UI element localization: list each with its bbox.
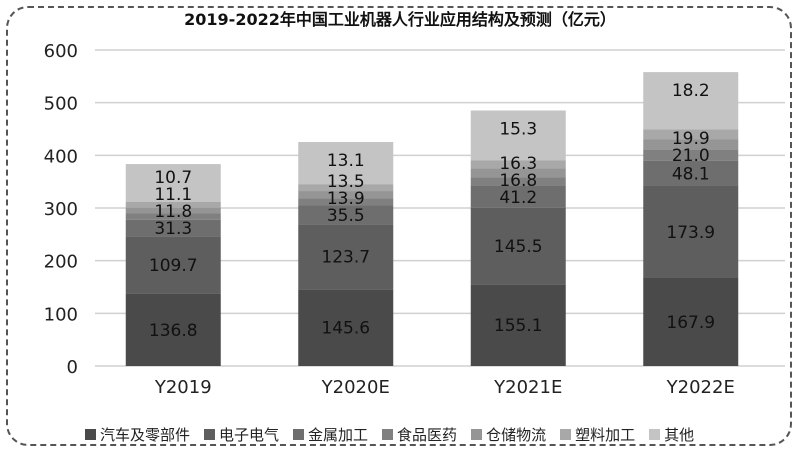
bar-segment (643, 160, 739, 186)
x-tick-label: Y2021E (493, 377, 562, 398)
chart-title-text: 2019-2022年中国工业机器人行业应用结构及预测（亿元） (178, 10, 622, 29)
bar-segment (470, 207, 566, 285)
legend-label: 仓储物流 (486, 426, 547, 444)
legend-item: 汽车及零部件 (85, 424, 190, 445)
data-label: 11.8 (154, 202, 192, 222)
bar-segment (125, 201, 221, 208)
y-tick-label: 600 (44, 41, 78, 62)
bar-segment (470, 185, 566, 208)
data-label: 16.3 (499, 154, 537, 174)
data-label: 13.1 (327, 151, 365, 171)
data-label: 19.9 (672, 129, 710, 149)
y-tick-label: 200 (44, 252, 78, 273)
bar-segment (125, 207, 221, 214)
bar-segment (643, 149, 739, 161)
legend-swatch (293, 429, 305, 440)
legend-item: 塑料加工 (560, 424, 635, 445)
data-label: 123.7 (321, 248, 370, 268)
data-label: 109.7 (149, 256, 198, 276)
legend-swatch (649, 429, 661, 440)
bar-segment (470, 177, 566, 186)
bar-segment (470, 160, 566, 169)
legend-label: 塑料加工 (575, 426, 636, 444)
bar-segment (643, 185, 739, 278)
bar-segment (643, 129, 739, 140)
data-label: 18.2 (672, 81, 710, 101)
legend-label: 汽车及零部件 (100, 426, 191, 444)
bar-segment (298, 198, 394, 206)
bar-segment (298, 224, 394, 290)
y-tick-label: 500 (44, 94, 78, 115)
bar-segment (298, 205, 394, 225)
legend-label: 金属加工 (308, 426, 369, 444)
bar-segment (298, 289, 394, 366)
data-label: 21.0 (672, 146, 710, 166)
chart-frame (6, 6, 792, 446)
data-label: 145.5 (494, 237, 543, 257)
legend-swatch (204, 429, 216, 440)
data-label: 31.3 (154, 219, 192, 239)
legend-swatch (560, 429, 572, 440)
bar-segment (298, 142, 394, 185)
legend-swatch (85, 429, 96, 440)
x-tick-label: Y2020E (321, 377, 390, 398)
legend-item: 食品医药 (382, 424, 457, 445)
y-tick-label: 0 (67, 357, 78, 378)
data-label: 173.9 (666, 223, 715, 243)
data-label: 11.1 (154, 185, 192, 205)
data-label: 13.5 (327, 172, 365, 192)
bar-segment (470, 284, 566, 366)
data-label: 136.8 (149, 321, 198, 341)
data-label: 16.8 (499, 171, 537, 191)
data-label: 48.1 (672, 164, 710, 184)
legend-item: 电子电气 (204, 424, 279, 445)
legend-item: 仓储物流 (471, 424, 546, 445)
y-tick-label: 100 (44, 304, 78, 325)
data-label: 35.5 (327, 206, 365, 226)
bar-segment (298, 191, 394, 199)
bar-segment (643, 72, 739, 130)
legend-label: 食品医药 (397, 426, 458, 444)
y-tick-label: 400 (44, 146, 78, 167)
legend-label: 其他 (664, 426, 695, 444)
bar-segment (125, 164, 221, 202)
bar-segment (125, 293, 221, 366)
bar-segment (125, 236, 221, 294)
data-label: 145.6 (321, 319, 370, 339)
bar-segment (298, 184, 394, 192)
bar-segment (125, 219, 221, 237)
legend: 汽车及零部件 电子电气 金属加工 食品医药 仓储物流 塑料加工 其他 (85, 424, 694, 445)
bar-segment (470, 110, 566, 161)
data-label: 167.9 (666, 313, 715, 333)
bar-segment (643, 139, 739, 150)
x-tick-label: Y2019 (154, 377, 212, 398)
bar-segment (470, 168, 566, 178)
data-label: 155.1 (494, 316, 543, 336)
chart-title: 2019-2022年中国工业机器人行业应用结构及预测（亿元） (0, 6, 800, 30)
data-label: 15.3 (499, 119, 537, 139)
bar-segment (643, 277, 739, 366)
data-label: 10.7 (154, 168, 192, 188)
data-label: 13.9 (327, 189, 365, 209)
legend-item: 其他 (649, 424, 694, 445)
legend-swatch (471, 429, 483, 440)
legend-item: 金属加工 (293, 424, 368, 445)
bar-segment (125, 213, 221, 220)
x-tick-label: Y2022E (666, 377, 735, 398)
data-label: 41.2 (499, 188, 537, 208)
legend-swatch (382, 429, 394, 440)
y-tick-label: 300 (44, 199, 78, 220)
legend-label: 电子电气 (219, 426, 280, 444)
